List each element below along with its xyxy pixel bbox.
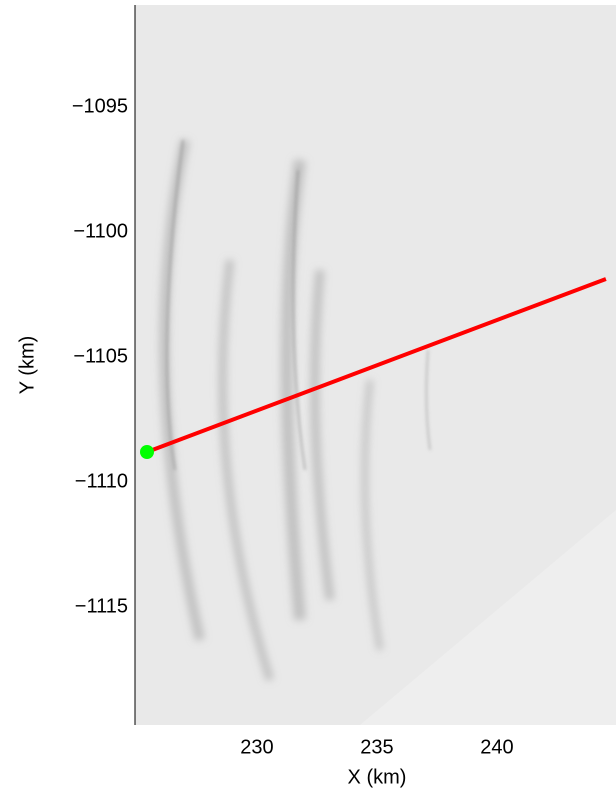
y-tick-label: −1115: [75, 595, 128, 617]
image-background: [135, 5, 616, 725]
y-tick-label: −1100: [73, 220, 128, 242]
y-tick-label: −1110: [75, 470, 128, 492]
x-tick-label: 235: [360, 736, 393, 758]
x-tick-label: 230: [240, 736, 273, 758]
y-tick-label: −1095: [72, 95, 128, 117]
y-axis-label: Y (km): [16, 336, 38, 395]
point-marker: [140, 445, 155, 459]
x-tick-label: 240: [480, 736, 513, 758]
profile-line: [146, 277, 607, 454]
x-axis-label: X (km): [348, 766, 407, 788]
y-tick-label: −1105: [73, 345, 128, 367]
